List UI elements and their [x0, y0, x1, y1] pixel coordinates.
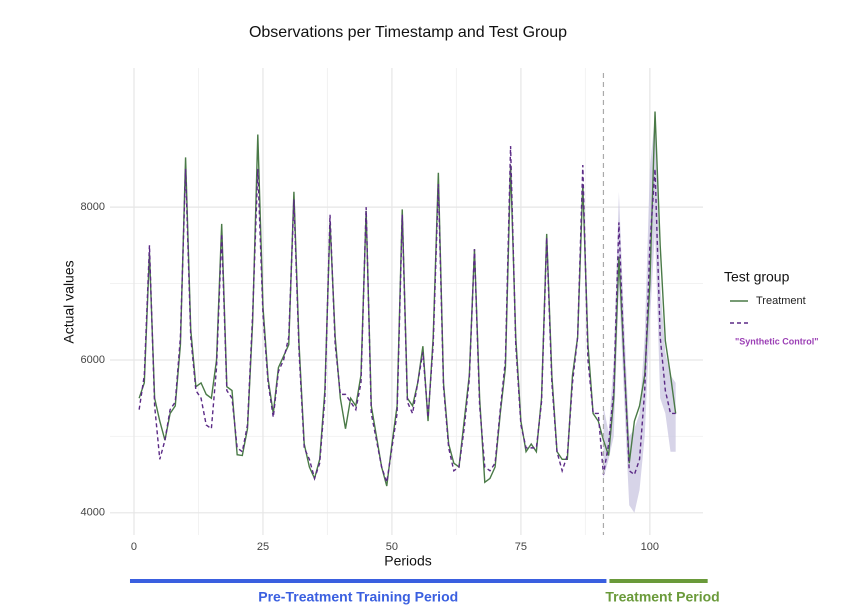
- annotation: Treatment Period: [605, 589, 719, 605]
- x-tick-label: 75: [515, 541, 527, 553]
- grid: [110, 68, 703, 535]
- x-tick-label: 25: [257, 541, 269, 553]
- legend-title: Test group: [724, 269, 790, 285]
- x-tick-label: 0: [131, 541, 137, 553]
- x-tick-label: 100: [641, 541, 659, 553]
- chart-title: Observations per Timestamp and Test Grou…: [249, 24, 567, 41]
- y-tick-label: 8000: [81, 201, 105, 213]
- period-bar: [609, 579, 708, 583]
- y-tick-label: 6000: [81, 354, 105, 366]
- period-bar: [129, 579, 607, 583]
- y-axis-label: Actual values: [61, 260, 77, 343]
- legend-label: "Synthetic Control": [735, 336, 819, 346]
- series-line: [138, 145, 676, 483]
- confidence-band: [603, 115, 676, 513]
- legend-label: Treatment: [756, 295, 806, 307]
- x-axis-label: Periods: [384, 553, 431, 569]
- annotation: Pre-Treatment Training Period: [258, 589, 458, 605]
- x-tick-label: 50: [386, 541, 398, 553]
- y-tick-label: 4000: [81, 507, 105, 519]
